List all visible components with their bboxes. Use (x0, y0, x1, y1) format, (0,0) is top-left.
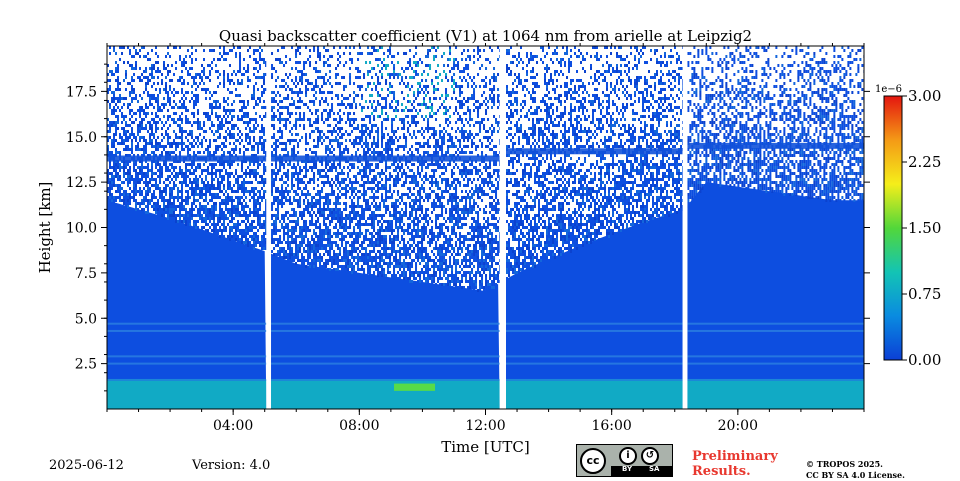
boundary-layer-1 (271, 380, 500, 409)
attribution-icon: i (619, 447, 637, 465)
copyright-line-2: CC BY SA 4.0 License. (806, 470, 905, 481)
y-tick-label-3: 10.0 (66, 221, 97, 237)
boundary-layer-0 (107, 380, 266, 409)
cc-by-text: BY (622, 465, 632, 473)
data-gap-0 (266, 46, 271, 409)
x-tick-label-4: 20:00 (718, 418, 758, 434)
x-tick-label-2: 12:00 (465, 418, 505, 434)
chart-title: Quasi backscatter coefficient (V1) at 10… (219, 27, 752, 45)
boundary-layer-2 (506, 380, 683, 409)
colorbar-tick-label-4: 3.00 (908, 87, 941, 105)
aerosol-layer-1-0 (271, 323, 500, 325)
colorbar-scale-label: 1e−6 (875, 84, 902, 95)
x-axis-label: Time [UTC] (441, 438, 530, 456)
preliminary-line-1: Preliminary (692, 449, 778, 464)
aerosol-layer-0-1 (107, 330, 266, 332)
aerosol-layer-1-2 (271, 355, 500, 357)
noise-speckle-1 (271, 46, 501, 292)
colorbar (884, 96, 902, 360)
y-tick-label-4: 12.5 (66, 175, 97, 191)
aerosol-layer-2-0 (506, 323, 683, 325)
aerosol-layer-3-3 (687, 363, 864, 365)
colorbar-tick-label-0: 0.00 (908, 351, 941, 369)
x-tick-label-1: 08:00 (339, 418, 379, 434)
noise-speckle-3 (687, 46, 865, 208)
aerosol-layer-1-3 (271, 363, 500, 365)
version-label: Version: 4.0 (192, 458, 270, 473)
cirrus-layer-2 (506, 148, 683, 154)
enhanced-backscatter-patch (394, 384, 435, 391)
aerosol-layer-2-3 (506, 363, 683, 365)
cirrus-layer-1 (271, 156, 500, 162)
cc-license-badge: cc i ↺ BY SA (576, 444, 673, 477)
data-gap-1 (500, 46, 506, 409)
signal-region-3 (687, 182, 864, 409)
colorbar-tick-label-3: 2.25 (908, 153, 941, 171)
colorbar-tick-label-1: 0.75 (908, 285, 941, 303)
aerosol-layer-2-2 (506, 355, 683, 357)
aerosol-layer-3-0 (687, 323, 864, 325)
y-axis-label: Height [km] (36, 182, 54, 274)
y-tick-label-5: 15.0 (66, 130, 97, 146)
aerosol-layer-0-2 (107, 355, 266, 357)
boundary-layer-top-2 (506, 379, 683, 381)
y-tick-label-0: 2.5 (75, 357, 97, 373)
data-gap-2 (683, 46, 688, 409)
boundary-layer-3 (687, 380, 864, 409)
y-tick-label-6: 17.5 (66, 84, 97, 100)
copyright-notice: © TROPOS 2025. CC BY SA 4.0 License. (806, 459, 905, 481)
y-tick-label-1: 5.0 (75, 311, 97, 327)
cc-logo-icon: cc (580, 448, 606, 474)
date-label: 2025-06-12 (49, 458, 124, 473)
colorbar-tick-label-2: 1.50 (908, 219, 941, 237)
boundary-layer-top-0 (107, 379, 266, 381)
x-tick-label-0: 04:00 (213, 418, 253, 434)
aerosol-layer-3-2 (687, 355, 864, 357)
aerosol-layer-3-1 (687, 330, 864, 332)
aerosol-layer-2-1 (506, 330, 683, 332)
cc-badge-strip: BY SA (611, 466, 673, 476)
y-tick-label-2: 7.5 (75, 266, 97, 282)
x-tick-label-3: 16:00 (591, 418, 631, 434)
aerosol-layer-0-3 (107, 363, 266, 365)
cirrus-layer-0 (107, 156, 266, 162)
aerosol-layer-1-1 (271, 330, 500, 332)
preliminary-line-2: Results. (692, 464, 778, 479)
boundary-layer-top-1 (271, 379, 500, 381)
share-alike-icon: ↺ (641, 447, 659, 465)
copyright-line-1: © TROPOS 2025. (806, 459, 905, 470)
cirrus-layer-3 (687, 143, 864, 149)
preliminary-notice: Preliminary Results. (692, 449, 778, 479)
aerosol-layer-0-0 (107, 323, 266, 325)
cc-sa-text: SA (649, 465, 659, 473)
boundary-layer-top-3 (687, 379, 864, 381)
